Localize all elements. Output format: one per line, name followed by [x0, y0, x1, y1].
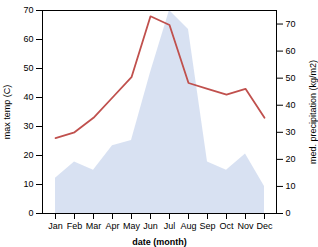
svg-text:max temp (C): max temp (C): [2, 85, 12, 140]
svg-text:med. precipitation (kg/m2): med. precipitation (kg/m2): [308, 60, 318, 164]
svg-text:30: 30: [23, 121, 33, 131]
svg-text:70: 70: [23, 5, 33, 15]
svg-text:Apr: Apr: [105, 221, 119, 231]
svg-text:Nov: Nov: [237, 221, 254, 231]
svg-text:0: 0: [286, 208, 291, 218]
svg-text:60: 60: [286, 46, 296, 56]
svg-text:0: 0: [28, 208, 33, 218]
svg-text:20: 20: [23, 150, 33, 160]
svg-text:70: 70: [286, 19, 296, 29]
svg-text:40: 40: [286, 100, 296, 110]
svg-text:10: 10: [286, 181, 296, 191]
svg-text:Oct: Oct: [219, 221, 234, 231]
svg-text:40: 40: [23, 92, 33, 102]
svg-text:Aug: Aug: [180, 221, 196, 231]
svg-text:Jun: Jun: [143, 221, 158, 231]
svg-text:Dec: Dec: [256, 221, 273, 231]
svg-text:May: May: [123, 221, 141, 231]
svg-text:Jan: Jan: [48, 221, 63, 231]
svg-text:Jul: Jul: [164, 221, 176, 231]
svg-text:50: 50: [286, 73, 296, 83]
svg-text:Mar: Mar: [86, 221, 102, 231]
svg-text:30: 30: [286, 127, 296, 137]
svg-text:Sep: Sep: [199, 221, 215, 231]
svg-text:date (month): date (month): [132, 237, 187, 247]
svg-text:10: 10: [23, 179, 33, 189]
svg-text:60: 60: [23, 34, 33, 44]
svg-text:20: 20: [286, 154, 296, 164]
svg-text:Feb: Feb: [67, 221, 83, 231]
svg-text:50: 50: [23, 63, 33, 73]
